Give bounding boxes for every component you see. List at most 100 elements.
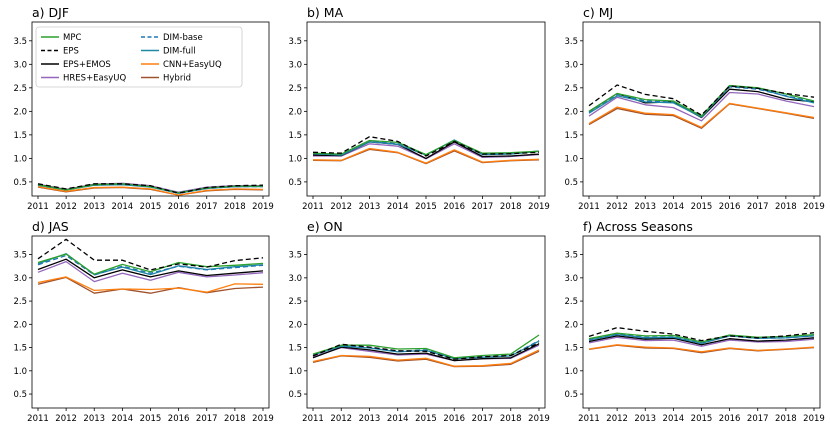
panel-title: a) DJF [32,5,69,20]
y-tick-label: 0.5 [288,178,302,188]
series-line-eps-emos [312,343,540,362]
legend-item: MPC [41,33,81,43]
legend-item: EPS+EMOS [41,60,111,70]
panel-4: d) JAS 0.5 1.0 1.5 2.0 2.5 3.0 3.5 2011 2012 2013 2… [13,219,273,424]
series-line-eps [37,238,264,271]
y-tick-label: 0.5 [564,178,578,188]
x-tick-label: 2018 [224,202,246,212]
y-tick-label: 3.5 [564,37,578,47]
legend-item: EPS [41,47,79,57]
series-line-hres-easyuq [588,91,815,122]
y-tick-label: 1.5 [13,131,27,141]
x-tick-label: 2012 [55,202,77,212]
series-line-mpc [588,84,815,117]
x-tick-label: 2011 [302,202,324,212]
y-tick-label: 2.5 [288,84,302,94]
x-tick-label: 2019 [528,202,550,212]
legend: MPC EPS EPS+EMOS HRES+EasyUQ DIM-base DIM-ful… [35,26,243,88]
panel-3: c) MJ 0.5 1.0 1.5 2.0 2.5 3.0 3.5 2011 2012 2013 20… [564,5,824,212]
y-tick-label: 0.5 [288,390,302,400]
series-line-cnn-easyuq [588,102,815,128]
legend-item: Hybrid [141,74,191,84]
plot-frame [582,235,821,409]
x-tick-label: 2016 [719,414,741,424]
x-tick-label: 2013 [634,414,656,424]
plot-frame [306,21,546,197]
y-tick-label: 0.5 [13,390,27,400]
x-tick-label: 2015 [140,414,162,424]
series-line-dim-base [588,333,815,344]
y-tick-label: 2.5 [13,297,27,307]
series-line-cnn-easyuq [312,349,540,367]
y-tick-label: 1.5 [288,131,302,141]
y-tick-label: 2.0 [13,107,27,117]
series-line-hybrid [37,276,264,294]
y-tick-label: 2.0 [564,107,578,117]
legend-box [35,26,243,88]
x-tick-label: 2011 [27,414,49,424]
y-tick-label: 3.5 [288,37,302,47]
legend-item: DIM-base [141,33,203,43]
series-line-mpc [312,139,540,156]
y-tick-label: 3.5 [564,251,578,261]
x-tick-label: 2012 [330,202,352,212]
x-tick-label: 2014 [112,202,134,212]
legend-label: MPC [63,33,81,43]
legend-label: DIM-full [163,47,196,57]
legend-label: Hybrid [163,74,191,84]
x-tick-label: 2015 [415,414,437,424]
x-tick-label: 2015 [691,414,713,424]
y-tick-label: 1.0 [288,367,302,377]
legend-label: EPS [63,47,79,57]
x-tick-label: 2019 [803,414,825,424]
series-line-cnn-easyuq [37,185,264,196]
panel-title: e) ON [307,219,343,234]
panel-title: f) Across Seasons [583,219,693,234]
x-tick-label: 2013 [83,414,105,424]
legend-item: HRES+EasyUQ [41,74,126,84]
y-tick-label: 1.5 [564,131,578,141]
series-line-mpc [37,253,264,275]
x-tick-label: 2017 [747,414,769,424]
x-tick-label: 2013 [83,202,105,212]
x-tick-label: 2014 [112,414,134,424]
y-tick-label: 3.0 [288,274,302,284]
x-tick-label: 2014 [663,414,685,424]
x-tick-label: 2014 [387,202,409,212]
series-line-eps [588,84,815,116]
y-tick-label: 1.5 [13,344,27,354]
legend-item: CNN+EasyUQ [141,60,222,70]
x-tick-label: 2012 [330,414,352,424]
x-tick-label: 2011 [578,202,600,212]
x-tick-label: 2017 [196,202,218,212]
series-line-eps [312,342,540,360]
x-tick-label: 2016 [719,202,741,212]
x-tick-label: 2019 [252,202,274,212]
series-line-cnn-easyuq [588,344,815,353]
legend-item: DIM-full [141,47,196,57]
y-tick-label: 3.5 [13,37,27,47]
y-tick-label: 3.5 [13,251,27,261]
series-line-eps-emos [588,88,815,119]
series-line-eps-emos [588,335,815,346]
series-line-hres-easyuq [37,260,264,283]
x-tick-label: 2016 [168,414,190,424]
y-tick-label: 3.0 [564,274,578,284]
panel-title: b) MA [307,5,344,20]
x-tick-label: 2019 [528,414,550,424]
plot-frame [306,235,546,409]
panel-6: f) Across Seasons 0.5 1.0 1.5 2.0 2.5 3.0 3.5 20… [564,219,824,424]
plot-frame [31,235,270,409]
panel-title: d) JAS [32,219,69,234]
x-tick-label: 2015 [415,202,437,212]
y-tick-label: 0.5 [13,178,27,188]
series-line-eps [312,136,540,157]
y-tick-label: 2.5 [564,297,578,307]
x-tick-label: 2016 [443,414,465,424]
y-tick-label: 1.5 [564,344,578,354]
y-tick-label: 2.0 [564,320,578,330]
y-tick-label: 3.0 [13,60,27,70]
series-line-eps [588,326,815,342]
legend-label: DIM-base [163,33,203,43]
